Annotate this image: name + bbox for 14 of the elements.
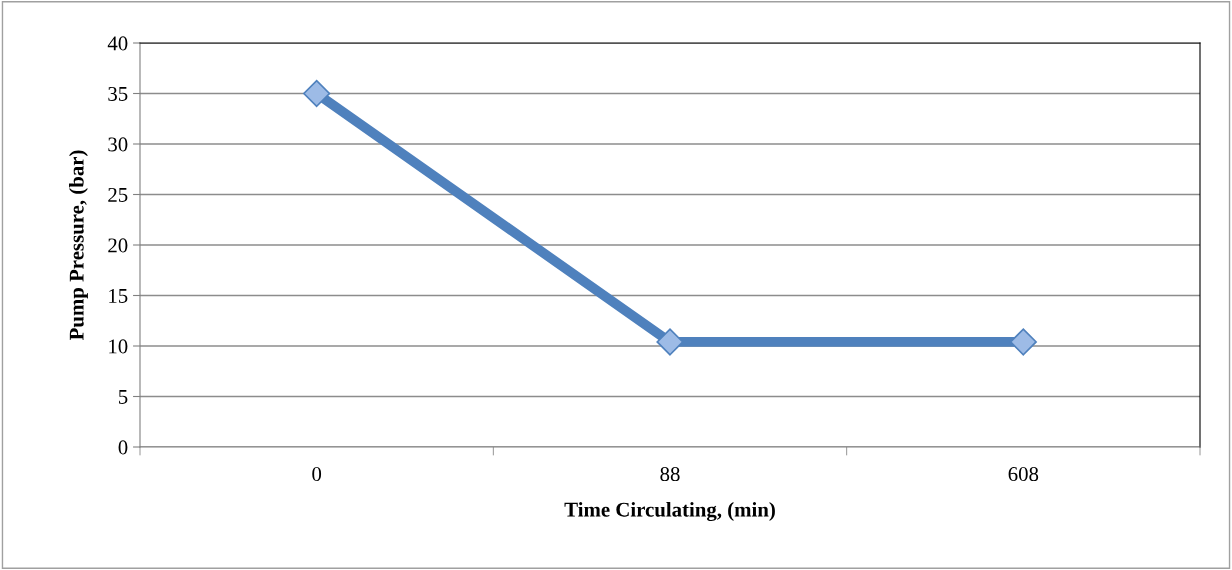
x-tick-label: 608 <box>1008 467 1039 482</box>
y-tick-label: 30 <box>108 137 128 152</box>
y-tick-label: 15 <box>109 288 128 303</box>
y-tick-label: 25 <box>108 187 128 202</box>
y-tick-label: 40 <box>107 36 128 51</box>
x-tick-label: 88 <box>660 467 680 482</box>
y-tick-label: 10 <box>109 339 128 354</box>
y-axis-title: Pump Pressure, (bar) <box>69 150 88 341</box>
y-tick-label: 35 <box>108 86 128 101</box>
y-tick-label: 0 <box>118 440 128 455</box>
y-tick-label: 5 <box>118 390 128 404</box>
y-tick-label: 20 <box>108 238 128 253</box>
x-axis-title: Time Circulating, (min) <box>564 502 775 522</box>
x-tick-label: 0 <box>312 467 322 482</box>
